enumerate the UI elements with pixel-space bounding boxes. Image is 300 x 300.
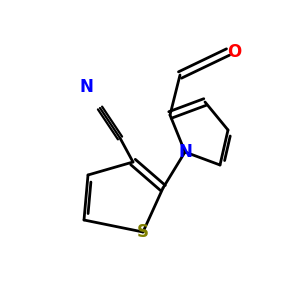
- Text: S: S: [137, 223, 149, 241]
- Text: N: N: [79, 78, 93, 96]
- Text: O: O: [227, 43, 241, 61]
- Text: N: N: [178, 143, 192, 161]
